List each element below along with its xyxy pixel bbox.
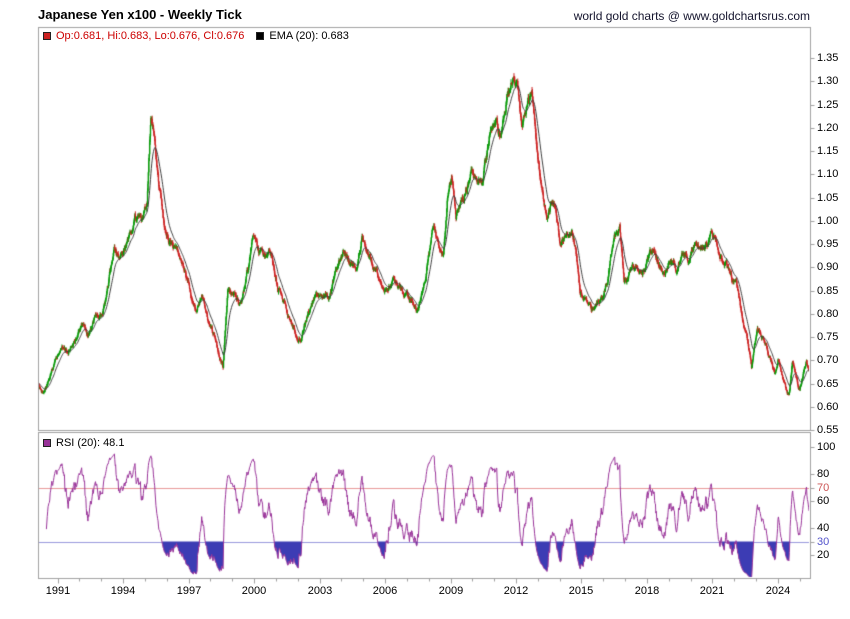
x-axis-year-label: 2003 [307, 585, 333, 597]
ema-swatch-icon [256, 32, 265, 40]
rsi-legend: RSI (20): 48.1 [43, 437, 124, 449]
x-axis-year-label: 2012 [503, 585, 529, 597]
price-axis-tick-label: 1.35 [817, 52, 839, 64]
chart-title: Japanese Yen x100 - Weekly Tick [38, 7, 242, 22]
x-axis-year-label: 1991 [45, 585, 71, 597]
ohlc-swatch-icon [43, 32, 51, 40]
price-axis-tick-label: 0.65 [817, 378, 839, 390]
price-axis-tick-label: 0.75 [817, 331, 839, 343]
x-axis-year-label: 1997 [176, 585, 202, 597]
x-axis-year-label: 2024 [765, 585, 791, 597]
rsi-axis-tick-label: 20 [817, 549, 830, 561]
price-legend: Op:0.681, Hi:0.683, Lo:0.676, Cl:0.676 E… [43, 30, 349, 42]
price-axis-tick-label: 0.55 [817, 424, 839, 436]
price-axis-tick-label: 0.60 [817, 401, 839, 413]
price-axis-tick-label: 1.25 [817, 99, 839, 111]
x-axis-year-label: 2015 [568, 585, 594, 597]
price-axis-tick-label: 0.80 [817, 308, 839, 320]
rsi-axis-tick-label: 30 [817, 536, 830, 548]
x-axis-year-label: 1994 [110, 585, 136, 597]
price-axis-tick-label: 0.90 [817, 261, 839, 273]
price-axis-tick-label: 0.85 [817, 285, 839, 297]
ohlc-legend-text: Op:0.681, Hi:0.683, Lo:0.676, Cl:0.676 [56, 30, 245, 42]
x-axis-year-label: 2018 [634, 585, 660, 597]
price-axis-tick-label: 0.95 [817, 238, 839, 250]
rsi-axis-tick-label: 70 [817, 482, 830, 494]
rsi-axis-tick-label: 60 [817, 495, 830, 507]
price-axis-tick-label: 1.15 [817, 145, 839, 157]
price-axis-tick-label: 0.70 [817, 354, 839, 366]
price-axis-tick-label: 1.30 [817, 75, 839, 87]
x-axis-year-label: 2021 [699, 585, 725, 597]
rsi-axis-tick-label: 100 [817, 441, 836, 453]
x-axis-year-label: 2009 [438, 585, 464, 597]
price-axis-tick-label: 1.00 [817, 215, 839, 227]
rsi-legend-text: RSI (20): 48.1 [56, 437, 125, 449]
x-axis-year-label: 2000 [241, 585, 267, 597]
attribution-text: world gold charts @ www.goldchartsrus.co… [573, 9, 810, 23]
price-axis-tick-label: 1.20 [817, 122, 839, 134]
ema-legend-text: EMA (20): 0.683 [269, 30, 349, 42]
rsi-swatch-icon [43, 439, 51, 447]
price-axis-tick-label: 1.10 [817, 168, 839, 180]
price-axis-tick-label: 1.05 [817, 192, 839, 204]
rsi-axis-tick-label: 40 [817, 522, 830, 534]
x-axis-year-label: 2006 [372, 585, 398, 597]
rsi-axis-tick-label: 80 [817, 468, 830, 480]
